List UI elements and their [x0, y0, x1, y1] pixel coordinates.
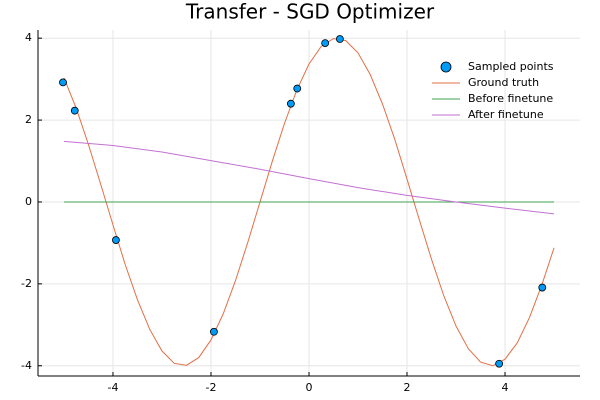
point	[112, 236, 120, 244]
x-tick-label: -2	[206, 381, 217, 394]
point	[210, 327, 218, 336]
y-tick-label: -2	[21, 277, 32, 290]
y-tick-label: -4	[21, 359, 32, 372]
point	[538, 283, 547, 292]
legend-label: After finetune	[468, 108, 544, 121]
x-tick-label: 0	[306, 381, 313, 394]
point	[495, 359, 504, 368]
point	[59, 78, 67, 87]
point	[335, 35, 344, 43]
point	[70, 106, 79, 115]
point	[293, 84, 302, 93]
line	[63, 140, 555, 215]
line	[63, 38, 555, 367]
point	[321, 39, 330, 48]
y-tick-label: 2	[25, 113, 32, 126]
x-tick-label: 2	[404, 381, 411, 394]
legend-marker	[440, 61, 452, 73]
point	[286, 99, 295, 108]
legend-label: Ground truth	[468, 76, 539, 89]
legend-label: Sampled points	[468, 60, 554, 73]
y-tick-label: 4	[25, 31, 32, 44]
legend-label: Before finetune	[468, 92, 553, 105]
chart-title: Transfer - SGD Optimizer	[185, 0, 435, 24]
x-tick-label: -4	[107, 381, 118, 394]
y-tick-label: 0	[25, 195, 32, 208]
x-tick-label: 4	[502, 381, 509, 394]
